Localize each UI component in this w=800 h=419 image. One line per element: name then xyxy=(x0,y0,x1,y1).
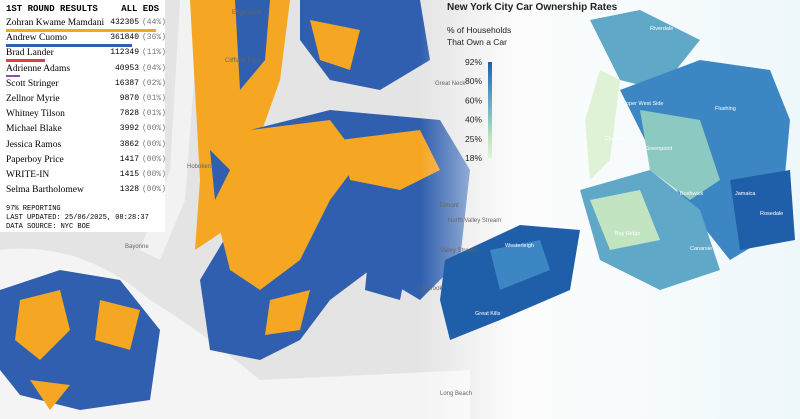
vote-bar xyxy=(6,74,21,78)
candidate-share: (36%) xyxy=(142,33,167,43)
source: DATA SOURCE: NYC BOE xyxy=(6,223,91,232)
candidate-share: (00%) xyxy=(142,154,167,164)
candidate-share: (01%) xyxy=(142,109,167,119)
place-label: Great Neck xyxy=(435,81,466,87)
place-label: Elmont xyxy=(440,203,459,209)
neighborhood-label: Westerleigh xyxy=(505,243,534,249)
result-row: Michael Blake 3992 (00%) xyxy=(6,123,166,138)
neighborhood-label: Greenpoint xyxy=(645,146,673,152)
result-row: Selma Bartholomew 1328 (00%) xyxy=(6,184,166,199)
candidate-votes: 112349 xyxy=(110,48,139,58)
neighborhood-label: Bushwick xyxy=(680,191,703,197)
result-row: Zohran Kwame Mamdani 432305 (44%) xyxy=(6,17,166,32)
candidate-name: Andrew Cuomo xyxy=(6,33,67,44)
legend-tick-label: 60% xyxy=(465,95,482,105)
result-row: WRITE-IN 1415 (00%) xyxy=(6,169,166,184)
candidate-name: Selma Bartholomew xyxy=(6,185,84,196)
neighborhood-label: Upper West Side xyxy=(622,101,663,107)
candidate-name: Zohran Kwame Mamdani xyxy=(6,18,105,28)
candidate-share: (02%) xyxy=(142,78,167,88)
candidate-name: Whitney Tilson xyxy=(6,109,65,120)
candidate-name: Paperboy Price xyxy=(6,154,64,165)
legend-tick-label: 40% xyxy=(465,115,482,125)
place-label: North Valley Stream xyxy=(448,218,501,224)
legend-tick-label: 80% xyxy=(465,76,482,86)
candidate-share: (11%) xyxy=(142,48,167,58)
candidate-share: (00%) xyxy=(142,185,167,195)
candidate-votes: 3992 xyxy=(119,124,139,134)
candidate-name: Jessica Ramos xyxy=(6,139,62,150)
candidate-share: (00%) xyxy=(142,139,167,149)
result-row: Adrienne Adams 40953 (04%) xyxy=(6,63,166,78)
legend-title: % of Households xyxy=(447,25,511,35)
candidate-share: (00%) xyxy=(142,169,167,179)
candidate-share: (04%) xyxy=(142,63,167,73)
results-panel: 1ST ROUND RESULTS ALL EDS Zohran Kwame M… xyxy=(0,0,166,232)
left-map xyxy=(0,0,470,419)
updated: LAST UPDATED: 25/06/2025, 08:28:37 xyxy=(6,214,149,223)
place-label: Englewood xyxy=(232,10,262,16)
vote-bar xyxy=(6,29,156,32)
rows: Zohran Kwame Mamdani 432305 (44%) Andrew Cu… xyxy=(6,17,166,199)
candidate-name: Brad Lander xyxy=(6,48,54,59)
reporting: 97% REPORTING xyxy=(6,205,61,214)
candidate-votes: 40953 xyxy=(114,63,139,73)
candidate-votes: 7828 xyxy=(119,109,139,119)
ownership-title: New York City Car Ownership Rates xyxy=(447,2,618,13)
candidate-votes: 9870 xyxy=(119,93,139,103)
vote-bar xyxy=(6,44,132,47)
candidate-votes: 3862 xyxy=(119,139,139,149)
place-label: Long Beach xyxy=(440,391,472,397)
panel-header: 1ST ROUND RESULTS ALL EDS xyxy=(6,4,159,14)
candidate-name: Zellnor Myrie xyxy=(6,93,60,104)
neighborhood-label: Jamaica xyxy=(735,191,756,197)
neighborhood-label: Canarsie xyxy=(690,246,712,252)
right-map xyxy=(440,10,795,340)
result-row: Jessica Ramos 3862 (00%) xyxy=(6,139,166,154)
candidate-share: (00%) xyxy=(142,124,167,134)
result-row: Zellnor Myrie 9870 (01%) xyxy=(6,93,166,108)
neighborhood-label: Bay Ridge xyxy=(615,231,640,237)
legend-bar xyxy=(488,62,492,158)
neighborhood-label: Chelsea xyxy=(605,136,626,142)
result-row: Andrew Cuomo 361840 (36%) xyxy=(6,32,166,47)
candidate-name: Michael Blake xyxy=(6,124,62,135)
neighborhood-label: Great Kills xyxy=(475,311,501,317)
result-row: Scott Stringer 16387 (02%) xyxy=(6,78,166,93)
place-label: Lynbrook xyxy=(418,286,443,292)
result-row: Whitney Tilson 7828 (01%) xyxy=(6,108,166,123)
candidate-name: WRITE-IN xyxy=(6,169,50,180)
candidate-votes: 16387 xyxy=(114,78,139,88)
candidate-share: (01%) xyxy=(142,93,167,103)
candidate-name: Adrienne Adams xyxy=(6,63,71,74)
result-row: Brad Lander 112349 (11%) xyxy=(6,47,166,62)
candidate-votes: 1415 xyxy=(119,169,139,179)
candidate-name: Scott Stringer xyxy=(6,78,59,89)
candidate-votes: 361840 xyxy=(110,33,139,43)
candidate-votes: 1417 xyxy=(119,154,139,164)
neighborhood-label: Riverdale xyxy=(650,26,673,32)
result-row: Paperboy Price 1417 (00%) xyxy=(6,154,166,169)
place-label: Valley Stream xyxy=(440,248,477,254)
neighborhood-label: Flushing xyxy=(715,106,736,112)
place-label: Bayonne xyxy=(125,244,149,250)
neighborhood-label: Rosedale xyxy=(760,211,783,217)
candidate-share: (44%) xyxy=(142,18,167,27)
vote-bar xyxy=(6,59,45,62)
legend-tick-label: 25% xyxy=(465,134,482,144)
legend-tick-label: 18% xyxy=(465,153,482,163)
place-label: Cliffside Park xyxy=(225,58,261,64)
panel-title: 1ST ROUND RESULTS xyxy=(6,4,98,14)
legend-tick-label: 92% xyxy=(465,57,482,67)
candidate-votes: 432305 xyxy=(110,18,139,27)
candidate-votes: 1328 xyxy=(119,185,139,195)
panel-scope: ALL EDS xyxy=(121,4,159,14)
place-label: Hoboken xyxy=(187,164,211,170)
legend-title: That Own a Car xyxy=(447,37,507,47)
